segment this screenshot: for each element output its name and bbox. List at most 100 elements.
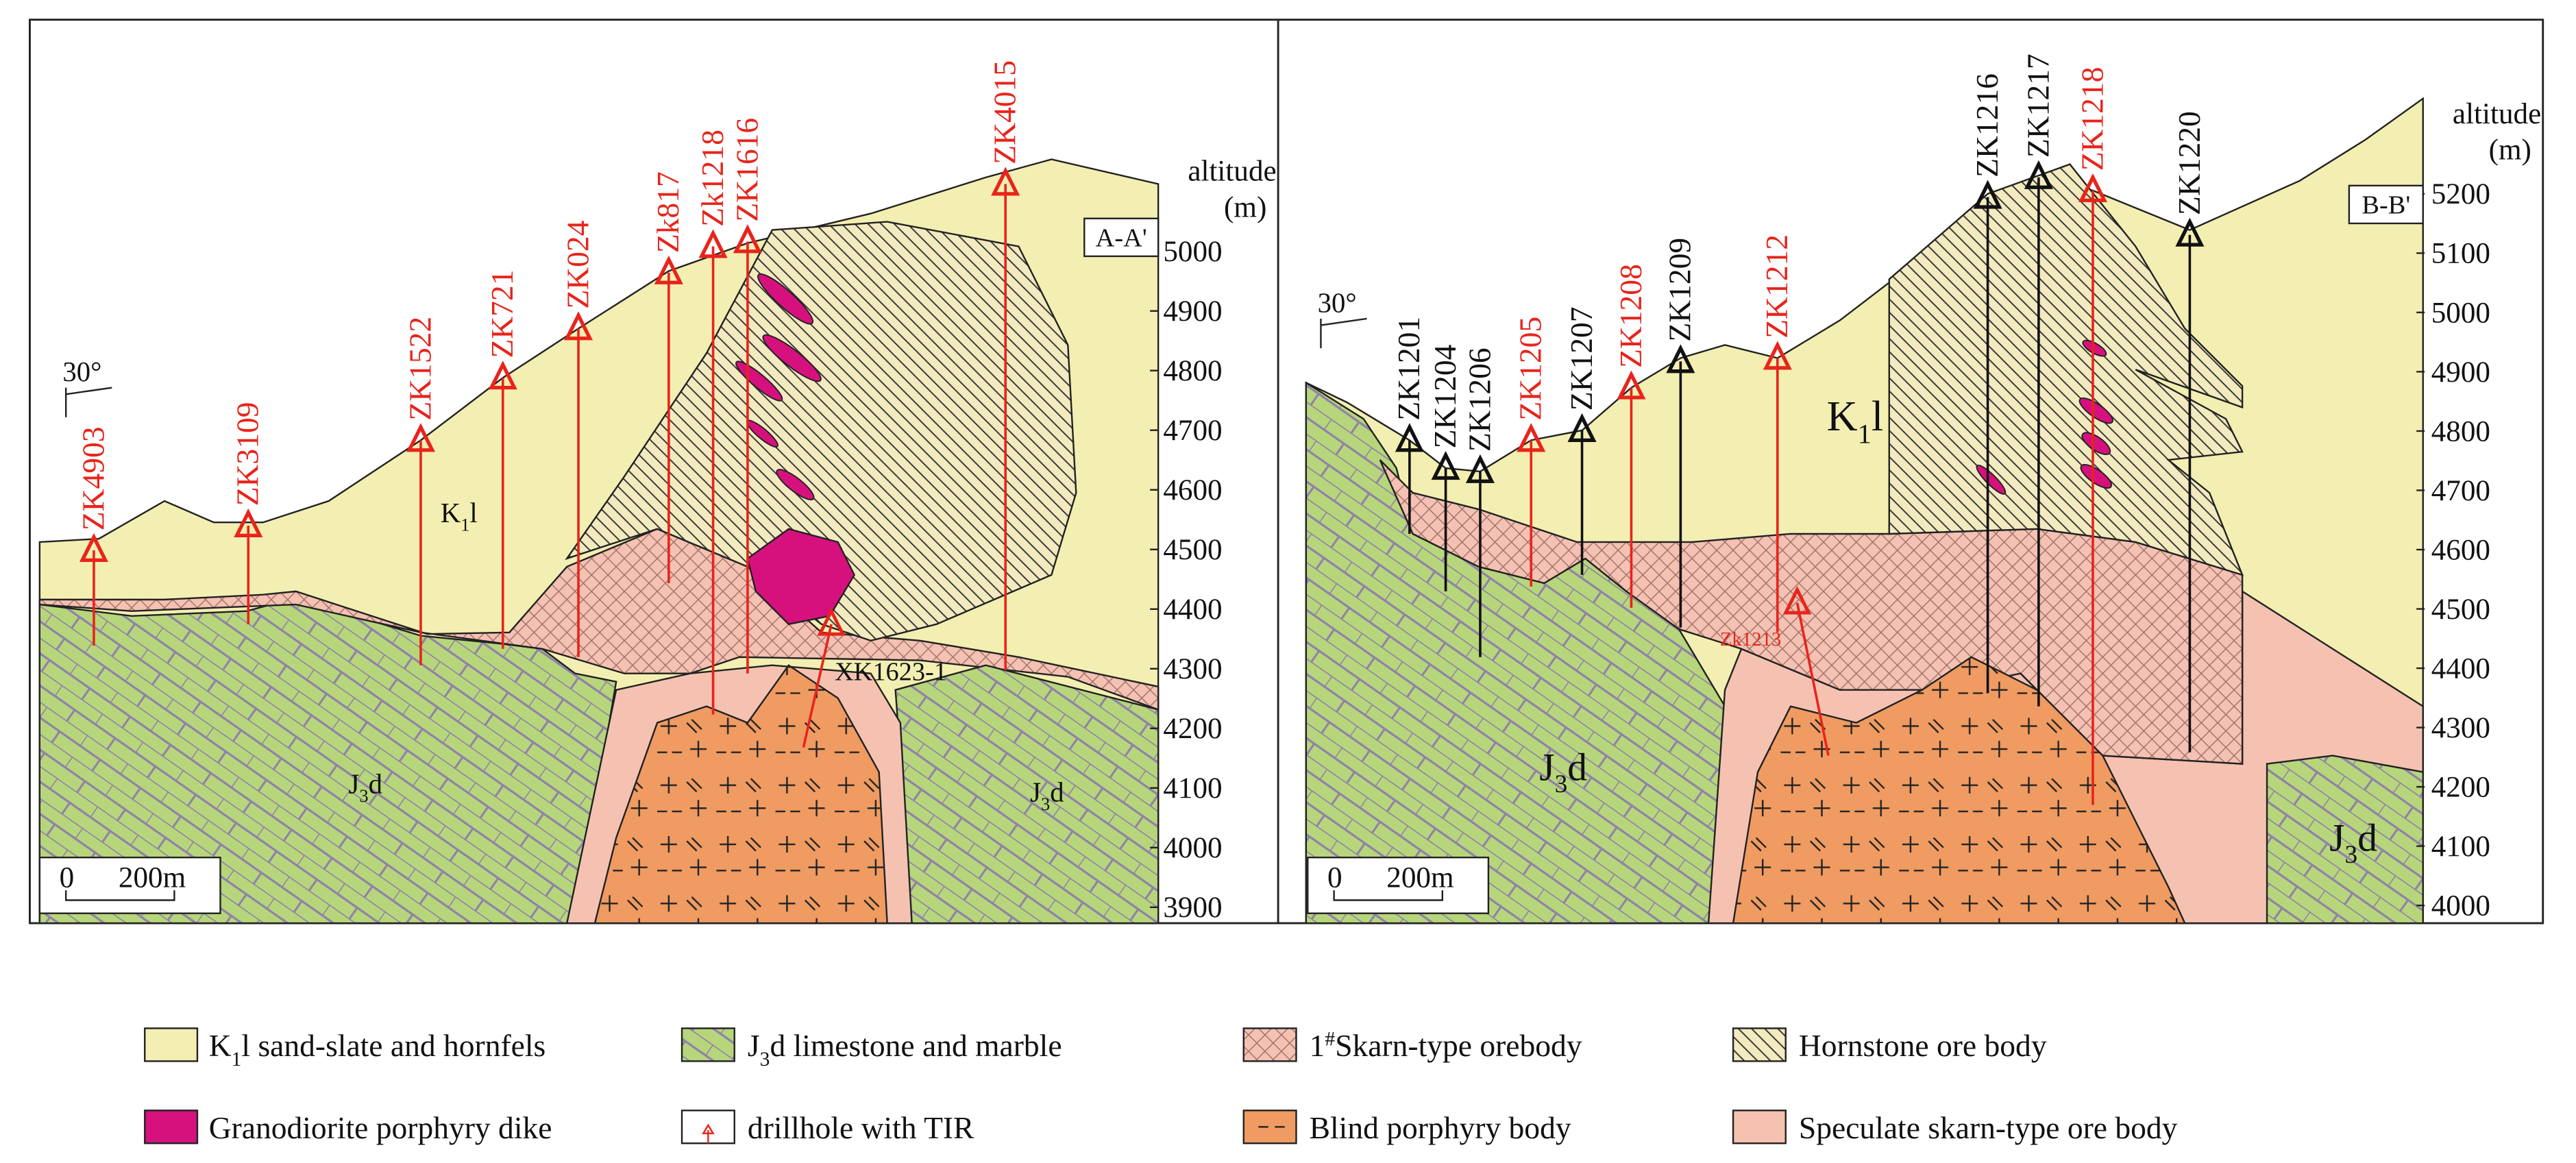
formation-label-part: 3	[1041, 794, 1050, 814]
altitude-tick-label: 4100	[1163, 772, 1222, 805]
formation-label-part: K	[1827, 393, 1858, 440]
drillhole-label: ZK4903	[75, 426, 110, 530]
altitude-unit: (m)	[2489, 134, 2531, 166]
drillhole-collar	[2175, 217, 2205, 247]
tir-drillhole	[1795, 602, 1830, 756]
drillhole-label: ZK1216	[1970, 73, 2004, 177]
legend-label: drillhole with TIR	[748, 1110, 974, 1145]
formation-label-part: d	[2357, 817, 2377, 860]
legend-label-part: #	[1325, 1028, 1335, 1050]
formation-label-part: 1	[1858, 419, 1872, 450]
legend-label: Blind porphyry body	[1310, 1110, 1571, 1145]
scale-length: 200m	[119, 861, 186, 894]
altitude-tick-label: 5000	[1163, 236, 1222, 268]
drillhole-collar	[654, 255, 683, 284]
drillhole-label: ZK1522	[402, 317, 437, 421]
legend-label-part: Skarn-type orebody	[1335, 1028, 1582, 1063]
altitude-tick-label: 4200	[2431, 771, 2490, 803]
altitude-tick-label: 4700	[2431, 475, 2490, 507]
drillhole-collar	[79, 532, 109, 562]
legend-label-part: Speculate skarn-type ore body	[1799, 1110, 2178, 1145]
altitude-tick-label: 4100	[2431, 831, 2490, 863]
tir-collar	[817, 607, 846, 636]
drillhole-collar	[733, 224, 762, 254]
formation-label-part: 1	[461, 514, 469, 535]
formation-label-part: J	[348, 769, 359, 800]
formation-label: J3d	[348, 769, 382, 806]
drillhole-collar	[1617, 370, 1646, 400]
scale-box	[38, 856, 221, 914]
formation-label-part: 3	[1555, 770, 1568, 798]
altitude-tick-label: 5100	[2431, 238, 2490, 270]
dip-symbol	[1320, 317, 1367, 349]
legend-label-part: K	[209, 1028, 232, 1063]
drillhole-collar	[991, 167, 1020, 196]
swatch	[1242, 1027, 1297, 1062]
swatch	[144, 1110, 199, 1144]
scale-box	[1307, 856, 1490, 914]
legend-label-part: drillhole with TIR	[748, 1110, 974, 1145]
formation-label: J3d	[2329, 817, 2377, 869]
section-label: A-A'	[1096, 224, 1147, 253]
scale-zero: 0	[60, 861, 75, 894]
formation-label-part: J	[2329, 817, 2344, 860]
formation-label: K1l	[1827, 393, 1884, 450]
drillhole-collar	[1465, 454, 1495, 483]
altitude-tick-label: 4000	[2431, 890, 2490, 922]
drillhole-label: ZK3109	[230, 402, 265, 506]
drillhole-label: ZK1209	[1663, 238, 1697, 342]
legend-label-part: d limestone and marble	[770, 1028, 1062, 1063]
drillhole-label: Zk1218	[695, 130, 730, 227]
formation-label-part: l	[1872, 393, 1883, 440]
swatch	[144, 1027, 199, 1062]
legend-label: 1#Skarn-type orebody	[1310, 1028, 1582, 1063]
legend-label-part: Granodiorite porphyry dike	[209, 1110, 552, 1145]
legend-label: Speculate skarn-type ore body	[1799, 1110, 2178, 1145]
dip-symbol	[65, 387, 112, 417]
drillhole-label: ZK1616	[729, 118, 764, 222]
altitude-tick-label: 4000	[1163, 832, 1222, 864]
formation-label-part: d	[369, 769, 382, 800]
legend-label-part: Hornstone ore body	[1799, 1028, 2047, 1063]
scale-length: 200m	[1386, 861, 1453, 894]
legend-label-part: Blind porphyry body	[1310, 1110, 1571, 1145]
formation-label-part: 3	[2345, 841, 2358, 869]
drillhole-collar	[2024, 160, 2053, 189]
drillhole-label: ZK1218	[2074, 67, 2109, 171]
swatch	[1732, 1110, 1787, 1144]
swatch	[680, 1027, 735, 1062]
legend-label: Hornstone ore body	[1799, 1028, 2047, 1063]
altitude-tick-label: 3900	[1163, 892, 1222, 924]
formation-label: J3d	[1030, 777, 1064, 814]
formation-label-part: K	[441, 498, 461, 528]
legend-swatches	[144, 1027, 1787, 1144]
drillhole-label: ZK1208	[1613, 264, 1648, 368]
legend-label-part: 1	[232, 1049, 242, 1070]
altitude-tick-label: 4600	[2431, 534, 2490, 566]
formation-label-part: d	[1567, 746, 1587, 789]
altitude-tick-label: 4300	[1163, 653, 1222, 685]
altitude-tick-label: 4500	[1163, 534, 1222, 566]
swatch	[1242, 1110, 1297, 1144]
legend-label-part: l sand-slate and hornfels	[241, 1028, 545, 1063]
drillhole-label: ZK1204	[1427, 344, 1462, 448]
drillhole-collar	[563, 311, 593, 341]
altitude-tick-label: 4900	[1163, 295, 1222, 328]
legend-label: K1l sand-slate and hornfels	[209, 1028, 545, 1070]
altitude-tick-label: 4900	[2431, 356, 2490, 389]
drillhole-label: ZK1220	[2172, 111, 2207, 215]
section-label: B-B'	[2362, 191, 2410, 220]
drillhole-label: ZK721	[484, 270, 519, 358]
drillhole-collar	[1517, 423, 1546, 452]
drillhole-collar	[1666, 344, 1695, 374]
drillhole-label: ZK1212	[1759, 234, 1794, 339]
drillhole-label: ZK024	[560, 220, 595, 308]
tir-drillhole	[802, 624, 833, 748]
formation-label-part: J	[1030, 777, 1041, 808]
drillhole-label: ZK1205	[1513, 317, 1548, 421]
altitude-unit: (m)	[1224, 191, 1266, 223]
tir-label: XK1623-1	[835, 657, 947, 686]
legend-label: Granodiorite porphyry dike	[209, 1110, 552, 1145]
drillhole-collar	[1431, 451, 1460, 480]
